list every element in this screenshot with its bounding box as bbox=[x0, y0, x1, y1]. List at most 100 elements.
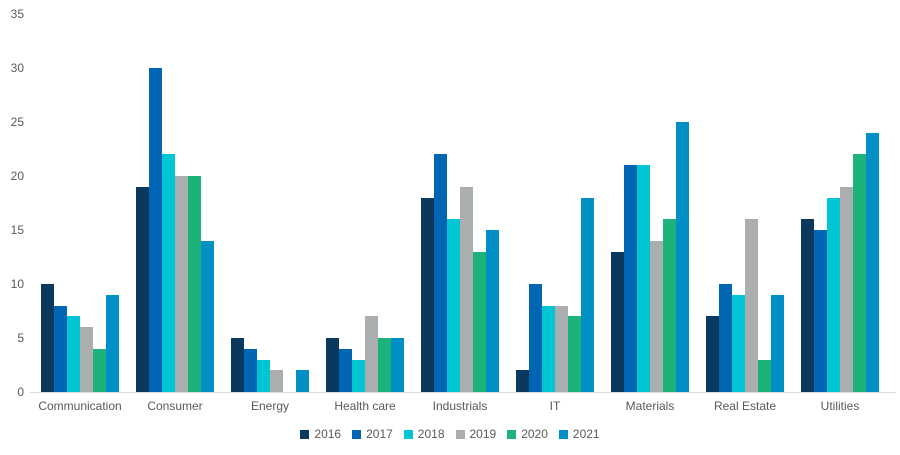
legend-item-2016: 2016 bbox=[300, 427, 341, 441]
bar-group bbox=[326, 14, 404, 392]
bar-2016-real-estate bbox=[706, 316, 719, 392]
legend-swatch-icon bbox=[455, 429, 465, 439]
legend-item-2017: 2017 bbox=[352, 427, 393, 441]
bar-2016-industrials bbox=[421, 198, 434, 392]
bar-2016-it bbox=[516, 370, 529, 392]
bar-2017-energy bbox=[244, 349, 257, 392]
x-axis-category-label: Consumer bbox=[147, 399, 203, 413]
bar-2020-materials bbox=[663, 219, 676, 392]
bar-2019-consumer bbox=[175, 176, 188, 392]
bar-2018-utilities bbox=[827, 198, 840, 392]
bar-2021-industrials bbox=[486, 230, 499, 392]
bar-2019-energy bbox=[270, 370, 283, 392]
x-axis-category-label: Energy bbox=[250, 399, 290, 413]
bar-2021-health-care bbox=[391, 338, 404, 392]
bar-2018-real-estate bbox=[732, 295, 745, 392]
bar-2017-consumer bbox=[149, 68, 162, 392]
y-axis-tick-label: 0 bbox=[17, 385, 24, 399]
x-axis-category-label: IT bbox=[549, 399, 561, 413]
bar-2019-industrials bbox=[460, 187, 473, 392]
bar-2020-it bbox=[568, 316, 581, 392]
bar-2021-it bbox=[581, 198, 594, 392]
bar-2018-communication bbox=[67, 316, 80, 392]
bar-2020-communication bbox=[93, 349, 106, 392]
y-axis-tick-label: 15 bbox=[10, 223, 24, 237]
bar-group bbox=[41, 14, 119, 392]
bar-2016-consumer bbox=[136, 187, 149, 392]
legend-swatch-icon bbox=[558, 429, 568, 439]
legend-label: 2017 bbox=[366, 427, 393, 441]
legend-swatch-icon bbox=[352, 429, 362, 439]
bar-2016-energy bbox=[231, 338, 244, 392]
legend-label: 2020 bbox=[521, 427, 548, 441]
bar-2020-consumer bbox=[188, 176, 201, 392]
bar-group bbox=[706, 14, 784, 392]
bar-2019-communication bbox=[80, 327, 93, 392]
x-axis-category-label: Health care bbox=[334, 399, 396, 413]
bar-2021-communication bbox=[106, 295, 119, 392]
y-axis-tick-label: 35 bbox=[10, 7, 24, 21]
legend-label: 2016 bbox=[314, 427, 342, 441]
bar-2016-materials bbox=[611, 252, 624, 392]
bar-group bbox=[136, 14, 214, 392]
bar-2017-communication bbox=[54, 306, 67, 392]
bar-2018-materials bbox=[637, 165, 650, 392]
legend-item-2021: 2021 bbox=[558, 427, 600, 441]
legend-label: 2018 bbox=[417, 427, 445, 441]
bar-2019-it bbox=[555, 306, 568, 392]
bar-2021-materials bbox=[676, 122, 689, 392]
bar-2020-real-estate bbox=[758, 360, 771, 392]
bar-group bbox=[611, 14, 689, 392]
legend-swatch-icon bbox=[403, 429, 413, 439]
x-axis-category-label: Real Estate bbox=[713, 399, 777, 413]
y-axis-tick-label: 20 bbox=[10, 169, 24, 183]
y-axis-tick-label: 30 bbox=[10, 61, 24, 75]
x-axis-category-label: Materials bbox=[625, 399, 675, 413]
bar-2016-health-care bbox=[326, 338, 339, 392]
legend-swatch-icon bbox=[507, 429, 517, 439]
bar-group bbox=[231, 14, 309, 392]
bar-2017-real-estate bbox=[719, 284, 732, 392]
bar-2017-industrials bbox=[434, 154, 447, 392]
bar-2019-real-estate bbox=[745, 219, 758, 392]
bar-2016-utilities bbox=[801, 219, 814, 392]
x-axis-category-label: Industrials bbox=[432, 399, 488, 413]
bar-2020-industrials bbox=[473, 252, 486, 392]
bar-2018-it bbox=[542, 306, 555, 392]
y-axis-tick-label: 5 bbox=[17, 331, 24, 345]
bar-2020-utilities bbox=[853, 154, 866, 392]
bar-2017-materials bbox=[624, 165, 637, 392]
bar-2017-utilities bbox=[814, 230, 827, 392]
bar-2021-utilities bbox=[866, 133, 879, 392]
bar-2018-consumer bbox=[162, 154, 175, 392]
x-axis-category-label: Communication bbox=[38, 399, 122, 413]
legend-item-2018: 2018 bbox=[403, 427, 445, 441]
bar-2021-real-estate bbox=[771, 295, 784, 392]
bar-group bbox=[801, 14, 879, 392]
bar-2016-communication bbox=[41, 284, 54, 392]
legend-item-2019: 2019 bbox=[455, 427, 497, 441]
bar-group bbox=[516, 14, 594, 392]
bar-2017-health-care bbox=[339, 349, 352, 392]
bar-2018-health-care bbox=[352, 360, 365, 392]
bar-2019-health-care bbox=[365, 316, 378, 392]
bar-2017-it bbox=[529, 284, 542, 392]
bar-2019-materials bbox=[650, 241, 663, 392]
legend-label: 2019 bbox=[469, 427, 497, 441]
legend-item-2020: 2020 bbox=[507, 427, 548, 441]
y-axis-tick-label: 10 bbox=[10, 277, 24, 291]
legend-swatch-icon bbox=[300, 429, 310, 439]
x-axis-line bbox=[30, 392, 896, 393]
bar-2018-energy bbox=[257, 360, 270, 392]
x-axis-category-label: Utilities bbox=[820, 399, 860, 413]
bar-2020-health-care bbox=[378, 338, 391, 392]
legend-label: 2021 bbox=[572, 427, 600, 441]
y-axis-tick-label: 25 bbox=[10, 115, 24, 129]
bar-group bbox=[421, 14, 499, 392]
legend: 2016 2017 2018 2019 2020 2021 bbox=[0, 427, 900, 441]
bar-2019-utilities bbox=[840, 187, 853, 392]
bar-2018-industrials bbox=[447, 219, 460, 392]
bar-2021-consumer bbox=[201, 241, 214, 392]
bar-2021-energy bbox=[296, 370, 309, 392]
